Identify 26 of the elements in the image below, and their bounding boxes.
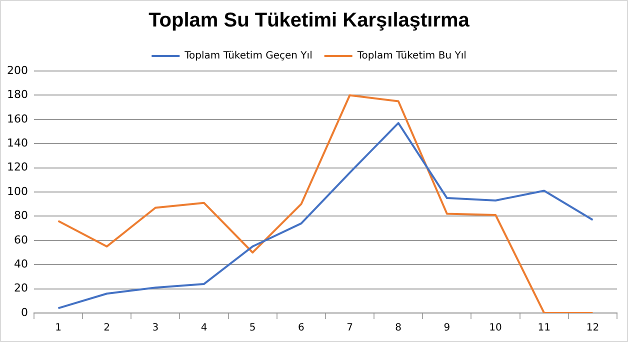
x-tick-label: 5 <box>249 322 256 334</box>
y-tick-label: 40 <box>14 257 28 270</box>
y-tick-label: 0 <box>20 306 28 319</box>
chart-title: Toplam Su Tüketimi Karşılaştırma <box>148 10 470 32</box>
y-tick-label: 200 <box>6 64 28 77</box>
x-tick-label: 12 <box>586 322 600 334</box>
y-tick-label: 20 <box>14 282 28 295</box>
x-tick-label: 9 <box>444 322 450 334</box>
x-tick-label: 7 <box>346 322 353 334</box>
y-tick-label: 140 <box>6 136 28 150</box>
x-tick-label: 2 <box>104 322 110 334</box>
y-tick-label: 120 <box>6 160 28 174</box>
y-tick-label: 100 <box>6 184 28 198</box>
y-tick-label: 80 <box>14 209 28 222</box>
y-tick-label: 160 <box>6 112 28 126</box>
legend-label: Toplam Tüketim Bu Yıl <box>356 50 466 62</box>
x-tick-label: 4 <box>200 322 208 334</box>
x-tick-label: 10 <box>489 322 502 334</box>
x-tick-label: 1 <box>55 322 62 334</box>
x-tick-label: 11 <box>538 322 550 334</box>
x-tick-label: 8 <box>395 322 402 334</box>
x-tick-label: 6 <box>298 322 304 334</box>
y-tick-label: 180 <box>6 88 28 102</box>
legend-label: Toplam Tüketim Geçen Yıl <box>184 50 312 62</box>
x-tick-label: 3 <box>152 322 159 334</box>
y-tick-label: 60 <box>14 233 28 246</box>
